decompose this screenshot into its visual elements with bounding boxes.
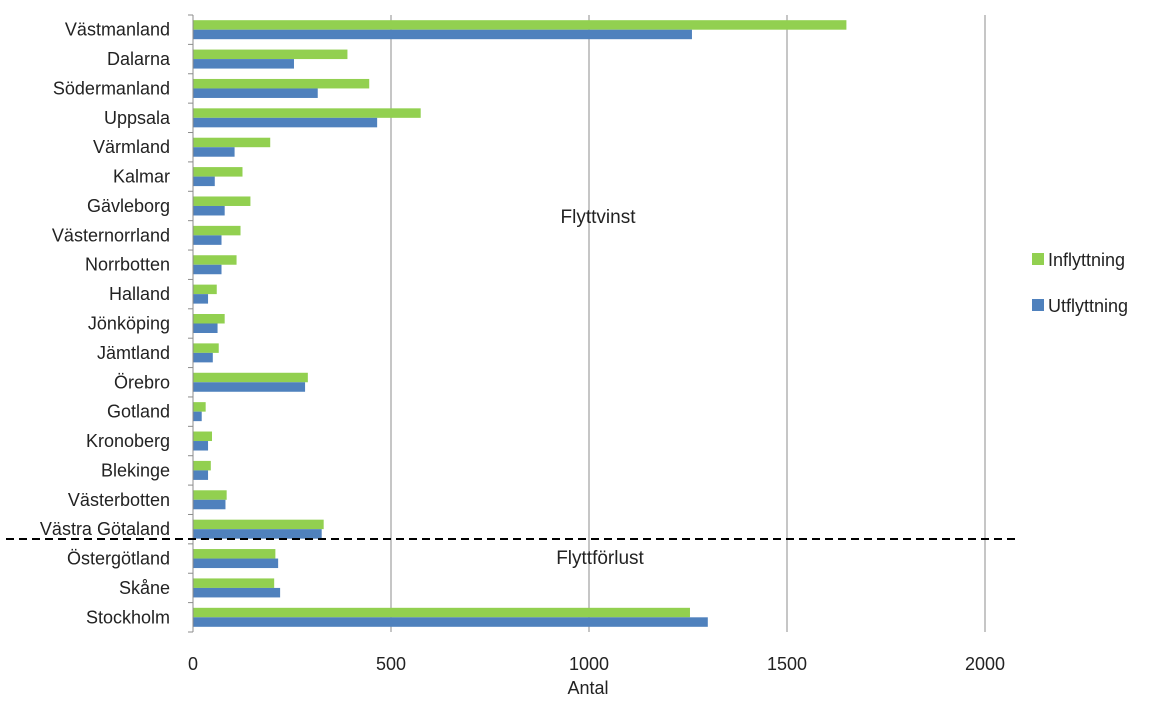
bar-utflyttning-19	[193, 587, 281, 598]
bar-utflyttning-7	[193, 235, 222, 245]
bar-inflyttning-15	[193, 460, 211, 471]
x-tick-label: 2000	[965, 654, 1005, 674]
category-label: Kalmar	[113, 167, 170, 187]
bar-utflyttning-15	[193, 470, 209, 480]
bar-inflyttning-12	[193, 372, 308, 383]
category-label: Halland	[109, 284, 170, 304]
category-label: Södermanland	[53, 78, 170, 98]
bar-utflyttning-9	[193, 294, 209, 304]
annotation-flyttvinst: Flyttvinst	[561, 207, 637, 228]
legend-label-inflyttning: Inflyttning	[1048, 250, 1125, 270]
bar-inflyttning-1	[193, 49, 348, 60]
bar-utflyttning-8	[193, 264, 222, 275]
category-label: Norrbotten	[85, 255, 170, 275]
bar-inflyttning-2	[193, 78, 370, 89]
category-label: Dalarna	[107, 49, 171, 69]
category-label: Värmland	[93, 137, 170, 157]
bar-inflyttning-13	[193, 402, 206, 412]
category-label: Uppsala	[104, 108, 171, 128]
category-label: Skåne	[119, 578, 170, 598]
category-label: Blekinge	[101, 460, 170, 480]
legend-swatch-utflyttning	[1032, 299, 1044, 311]
bar-inflyttning-18	[193, 549, 276, 559]
legend: Inflyttning Utflyttning	[1032, 250, 1128, 316]
category-labels: Västmanland Dalarna Södermanland Uppsala Vär…	[40, 20, 171, 628]
bar-inflyttning-19	[193, 578, 275, 588]
x-axis-title: Antal	[567, 678, 608, 698]
x-tick-labels: 0 500 1000 1500 2000	[188, 654, 1005, 674]
bar-utflyttning-18	[193, 558, 279, 569]
bar-utflyttning-5	[193, 176, 215, 187]
bar-utflyttning-3	[193, 117, 378, 128]
bar-utflyttning-6	[193, 205, 225, 216]
gridlines	[390, 15, 986, 632]
category-label: Västernorrland	[52, 225, 170, 245]
bar-inflyttning-4	[193, 137, 271, 148]
x-tick-label: 0	[188, 654, 198, 674]
bar-inflyttning-17	[193, 519, 324, 530]
category-label: Gotland	[107, 402, 170, 422]
category-label: Östergötland	[67, 549, 170, 569]
category-label: Västerbotten	[68, 490, 170, 510]
bar-utflyttning-10	[193, 323, 218, 333]
bar-utflyttning-4	[193, 147, 235, 157]
category-label: Örebro	[114, 372, 170, 392]
category-label: Jämtland	[97, 343, 170, 363]
bar-utflyttning-17	[193, 529, 322, 539]
bar-inflyttning-6	[193, 196, 251, 206]
category-label: Västmanland	[65, 20, 170, 40]
bars	[193, 20, 847, 627]
bar-utflyttning-1	[193, 59, 294, 69]
bar-inflyttning-20	[193, 607, 690, 618]
legend-label-utflyttning: Utflyttning	[1048, 296, 1128, 316]
category-label: Kronoberg	[86, 431, 170, 451]
category-label: Västra Götaland	[40, 519, 170, 539]
bar-inflyttning-10	[193, 314, 225, 324]
bar-inflyttning-5	[193, 167, 243, 177]
bar-inflyttning-8	[193, 255, 237, 265]
bar-utflyttning-14	[193, 441, 209, 451]
legend-swatch-inflyttning	[1032, 253, 1044, 265]
annotation-flyttforlust: Flyttförlust	[556, 548, 644, 569]
x-tick-label: 500	[376, 654, 406, 674]
bar-utflyttning-0	[193, 29, 692, 40]
bar-inflyttning-9	[193, 284, 217, 295]
x-tick-label: 1000	[569, 654, 609, 674]
bar-utflyttning-11	[193, 352, 213, 363]
bar-utflyttning-2	[193, 88, 318, 98]
bar-utflyttning-16	[193, 499, 226, 510]
bar-inflyttning-16	[193, 490, 227, 500]
bar-utflyttning-20	[193, 617, 708, 627]
bar-inflyttning-0	[193, 20, 847, 30]
category-label: Gävleborg	[87, 196, 170, 216]
bar-utflyttning-13	[193, 411, 202, 422]
axes	[188, 14, 194, 633]
bar-inflyttning-11	[193, 343, 219, 353]
bar-inflyttning-3	[193, 108, 421, 118]
bar-inflyttning-14	[193, 431, 213, 442]
category-label: Stockholm	[86, 607, 170, 627]
category-label: Jönköping	[88, 314, 170, 334]
bar-inflyttning-7	[193, 225, 241, 236]
x-tick-label: 1500	[767, 654, 807, 674]
bar-utflyttning-12	[193, 382, 306, 392]
